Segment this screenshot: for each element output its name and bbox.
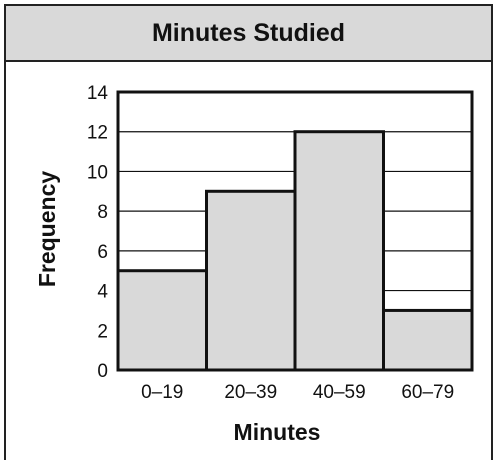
x-tick-label: 60–79 [401, 382, 454, 403]
y-tick-label: 2 [97, 321, 108, 342]
y-tick-label: 4 [97, 282, 108, 303]
bar [382, 308, 474, 372]
plot-border [116, 90, 474, 372]
bar [116, 269, 208, 372]
x-tick-label: 20–39 [224, 382, 277, 403]
y-axis-title: Frequency [34, 171, 60, 288]
bar [205, 189, 297, 372]
y-tick-label: 8 [97, 202, 108, 223]
x-tick-label: 0–19 [141, 382, 183, 403]
y-tick-label: 12 [87, 123, 108, 144]
chart-frame: Minutes Studied [4, 4, 493, 460]
bar [293, 130, 385, 372]
y-tick-label: 6 [97, 242, 108, 263]
y-tick-label: 14 [87, 83, 109, 104]
x-axis-title: Minutes [234, 419, 321, 445]
chart-title: Minutes Studied [6, 6, 491, 62]
y-tick-label: 0 [97, 361, 108, 382]
x-tick-label: 40–59 [313, 382, 366, 403]
y-tick-label: 10 [87, 162, 108, 183]
